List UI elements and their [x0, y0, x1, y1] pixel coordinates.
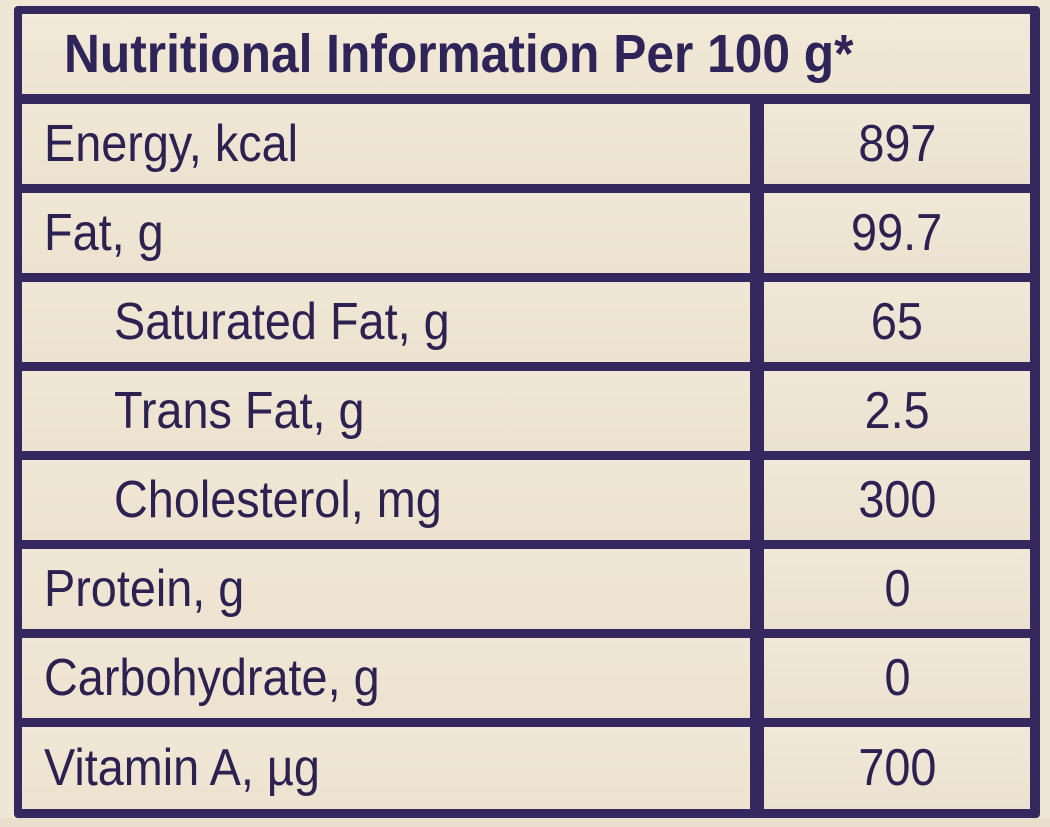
row-value: 0: [883, 649, 911, 707]
row-value-cell: 0: [764, 549, 1030, 629]
table-header: Nutritional Information Per 100 g*: [22, 14, 1030, 94]
row-value-cell: 99.7: [764, 193, 1030, 273]
row-label: Protein, g: [44, 560, 245, 618]
row-label-cell: Trans Fat, g: [22, 371, 750, 451]
table-row: Vitamin A, µg 700: [22, 727, 1030, 809]
row-label: Saturated Fat, g: [114, 293, 450, 351]
row-label: Trans Fat, g: [114, 382, 365, 440]
row-value-cell: 700: [764, 727, 1030, 809]
table-title: Nutritional Information Per 100 g*: [64, 24, 854, 84]
row-label-cell: Cholesterol, mg: [22, 460, 750, 540]
row-value: 99.7: [851, 204, 943, 262]
row-label-cell: Vitamin A, µg: [22, 727, 750, 809]
row-label: Cholesterol, mg: [114, 471, 442, 529]
table-row: Saturated Fat, g 65: [22, 282, 1030, 362]
table-row: Carbohydrate, g 0: [22, 638, 1030, 718]
package-edge: [0, 818, 1050, 827]
row-label-cell: Protein, g: [22, 549, 750, 629]
row-value-cell: 897: [764, 104, 1030, 184]
row-value: 0: [883, 560, 911, 618]
row-value: 700: [857, 739, 937, 797]
nutrition-table: Nutritional Information Per 100 g* Energ…: [14, 6, 1040, 818]
row-label-cell: Carbohydrate, g: [22, 638, 750, 718]
row-label: Energy, kcal: [44, 115, 299, 173]
row-value: 65: [870, 293, 924, 351]
row-value: 897: [857, 115, 937, 173]
row-value-cell: 0: [764, 638, 1030, 718]
row-value-cell: 300: [764, 460, 1030, 540]
table-row: Trans Fat, g 2.5: [22, 371, 1030, 451]
row-label: Carbohydrate, g: [44, 649, 380, 707]
row-value: 300: [857, 471, 937, 529]
row-label-cell: Fat, g: [22, 193, 750, 273]
row-value-cell: 65: [764, 282, 1030, 362]
row-label-cell: Saturated Fat, g: [22, 282, 750, 362]
row-label: Fat, g: [44, 204, 164, 262]
row-label-cell: Energy, kcal: [22, 104, 750, 184]
table-row: Fat, g 99.7: [22, 193, 1030, 273]
table-row: Cholesterol, mg 300: [22, 460, 1030, 540]
table-row: Protein, g 0: [22, 549, 1030, 629]
row-label: Vitamin A, µg: [44, 739, 320, 797]
row-value: 2.5: [864, 382, 930, 440]
row-value-cell: 2.5: [764, 371, 1030, 451]
table-row: Energy, kcal 897: [22, 104, 1030, 184]
